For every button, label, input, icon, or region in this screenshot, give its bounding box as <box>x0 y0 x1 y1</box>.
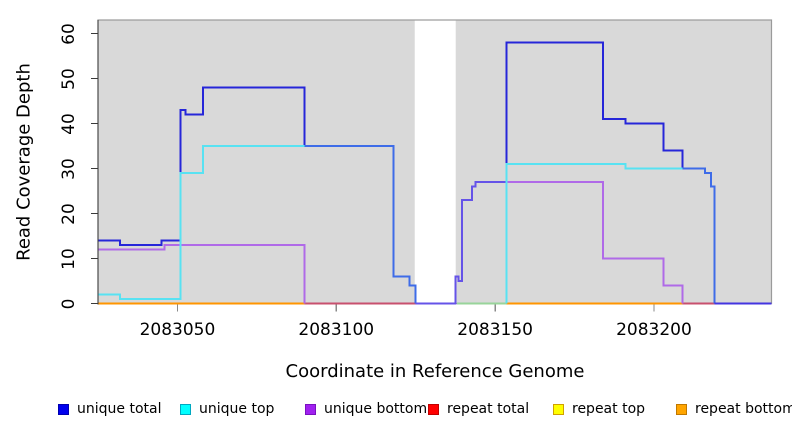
series-line-unique-top <box>98 145 305 300</box>
y-tick-label: 30 <box>59 157 79 180</box>
x-tick-label: 2083150 <box>457 320 533 340</box>
x-tick-label: 2083200 <box>616 320 692 340</box>
legend-swatch-icon <box>58 403 69 415</box>
legend-label: repeat top <box>572 401 646 417</box>
legend-item-repeat-top: repeat top <box>553 401 645 417</box>
legend-label: unique bottom <box>324 401 428 417</box>
legend-label: unique top <box>199 401 275 417</box>
masked-region <box>414 13 456 304</box>
x-tick-label: 2083050 <box>139 320 216 340</box>
y-axis-title: Read Coverage Depth <box>13 63 35 261</box>
y-tick-label: 40 <box>59 112 79 135</box>
y-tick-label: 50 <box>59 67 79 90</box>
y-tick-label: 60 <box>59 22 79 45</box>
legend-label: unique total <box>77 401 162 417</box>
y-tick-label: 20 <box>59 202 79 225</box>
series-line-unique-bottom <box>98 244 306 304</box>
legend-swatch-icon <box>676 403 687 415</box>
legend-item-unique-bottom: unique bottom <box>305 401 427 417</box>
legend-swatch-icon <box>428 403 439 415</box>
legend-item-repeat-total: repeat total <box>428 401 529 417</box>
x-axis-title: Coordinate in Reference Genome <box>285 361 585 382</box>
legend-item-repeat-bottom: repeat bottom <box>676 401 792 417</box>
y-tick-label: 0 <box>59 298 79 309</box>
series-line-unique-total <box>304 145 417 304</box>
legend-swatch-icon <box>305 403 316 415</box>
x-tick-label: 2083100 <box>298 320 375 340</box>
legend-swatch-icon <box>180 403 191 415</box>
legend-item-unique-top: unique top <box>180 401 274 417</box>
series-line-unique-total <box>98 86 306 246</box>
series-line-unique-total <box>682 167 716 304</box>
series-line-unique-total <box>505 41 684 182</box>
series-line-unique-total <box>415 181 507 305</box>
legend-swatch-icon <box>553 403 564 415</box>
legend-label: repeat total <box>447 401 530 417</box>
legend-item-unique-total: unique total <box>58 401 161 417</box>
series-line-unique-top <box>505 163 683 304</box>
legend-label: repeat bottom <box>695 401 792 417</box>
series-line-unique-bottom <box>475 181 684 304</box>
y-tick-label: 10 <box>59 247 79 270</box>
